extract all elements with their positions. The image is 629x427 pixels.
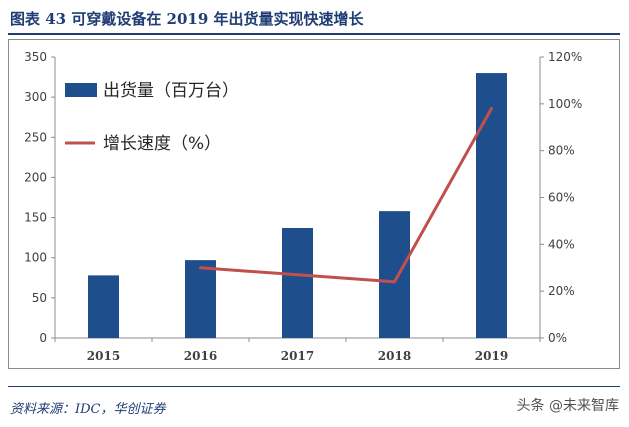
growth-point-2018	[393, 280, 396, 284]
bar-2015	[88, 275, 119, 338]
bar-2016	[185, 260, 216, 338]
right-axis: 0% 20% 40% 60% 80% 100% 120%	[539, 50, 582, 345]
right-tick-label: 0%	[548, 331, 567, 345]
footer-rule	[8, 386, 620, 387]
line-series	[199, 107, 493, 284]
right-tick-label: 100%	[548, 97, 582, 111]
legend-bar-label: 出货量（百万台）	[103, 81, 239, 101]
chart-frame	[8, 39, 620, 369]
title-rule	[8, 33, 620, 35]
source-note: 资料来源：IDC，华创证券	[10, 402, 166, 417]
right-tick-label: 120%	[548, 50, 582, 64]
legend-bar-swatch	[65, 83, 97, 97]
left-tick-label: 150	[24, 211, 47, 225]
growth-point-2019	[490, 107, 493, 111]
x-axis: 2015 2016 2017 2018 2019	[54, 337, 541, 363]
legend-line-label: 增长速度（%）	[103, 134, 221, 154]
growth-point-2017	[296, 273, 299, 277]
growth-line	[200, 107, 493, 284]
left-tick-label: 100	[24, 251, 47, 265]
x-tick-label: 2017	[281, 349, 314, 363]
left-tick-label: 350	[24, 50, 47, 64]
bar-series	[88, 73, 507, 339]
bar-2018	[379, 211, 410, 338]
legend: 出货量（百万台） 增长速度（%）	[65, 81, 239, 154]
x-tick-label: 2018	[378, 349, 411, 363]
x-tick-label: 2015	[87, 349, 120, 363]
bar-2017	[282, 228, 313, 338]
right-tick-label: 20%	[548, 284, 575, 298]
chart-title: 图表 43 可穿戴设备在 2019 年出货量实现快速增长	[10, 10, 364, 28]
left-tick-label: 300	[24, 90, 47, 104]
left-tick-label: 50	[32, 291, 47, 305]
growth-point-2016	[199, 266, 202, 270]
left-tick-label: 0	[39, 331, 47, 345]
right-tick-label: 80%	[548, 144, 575, 158]
x-tick-label: 2019	[475, 349, 508, 363]
right-tick-label: 40%	[548, 237, 575, 251]
left-tick-label: 250	[24, 130, 47, 144]
x-tick-label: 2016	[184, 349, 217, 363]
left-tick-label: 200	[24, 170, 47, 184]
bar-2019	[476, 73, 507, 339]
right-tick-label: 60%	[548, 191, 575, 205]
left-axis: 0 50 100 150 200 250 300 350	[24, 50, 56, 345]
watermark: 头条 @未来智库	[516, 398, 619, 414]
